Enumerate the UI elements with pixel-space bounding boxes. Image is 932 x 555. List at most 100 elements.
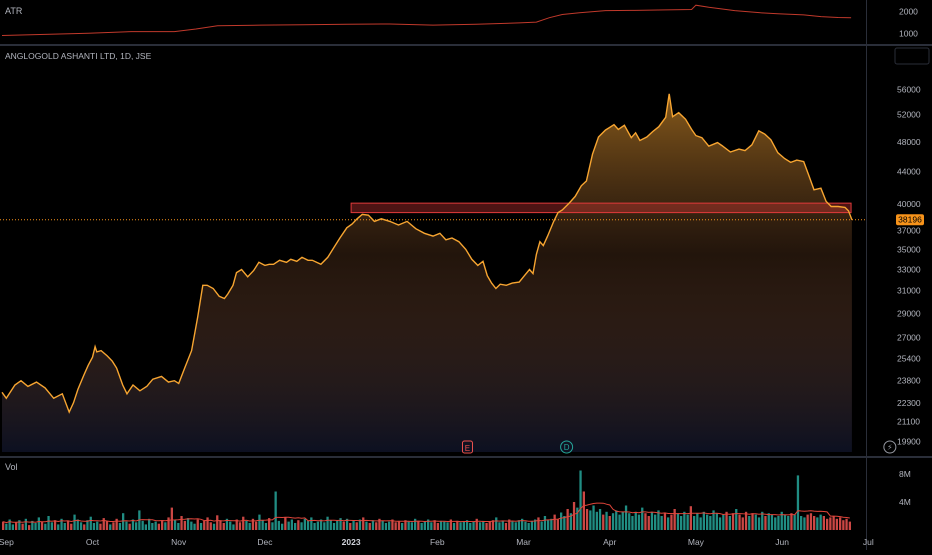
volume-bar: [514, 522, 517, 530]
volume-bar: [401, 523, 404, 530]
price-tick-label: 31000: [897, 286, 921, 296]
volume-bar: [449, 519, 452, 530]
volume-bar: [676, 513, 680, 530]
volume-bar: [504, 523, 508, 530]
time-axis-label: Oct: [86, 537, 100, 547]
volume-bar: [92, 523, 96, 530]
volume-bar: [741, 517, 744, 530]
volume-bar: [712, 510, 715, 530]
news-marker-label: ⚡: [887, 443, 893, 452]
volume-bar: [180, 516, 183, 530]
volume-bar: [475, 518, 478, 530]
volume-bar: [443, 521, 446, 530]
volume-bar: [255, 521, 258, 530]
volume-bar: [641, 507, 644, 530]
volume-bar: [579, 470, 582, 530]
volume-bar: [128, 523, 131, 530]
atr-tick-label: 1000: [899, 28, 918, 38]
price-tick-label: 37000: [897, 226, 921, 236]
volume-bar: [696, 513, 699, 530]
volume-tick-label: 8M: [899, 469, 911, 479]
volume-bar: [157, 523, 160, 530]
volume-bar: [362, 517, 365, 530]
volume-bar: [135, 522, 138, 530]
volume-bar: [472, 521, 475, 530]
volume-bar: [673, 509, 676, 530]
volume-bar: [550, 518, 553, 530]
volume-bar: [365, 521, 368, 530]
volume-bar: [777, 516, 780, 530]
volume-bar: [826, 518, 829, 530]
volume-bar: [313, 523, 316, 530]
volume-bar: [388, 521, 391, 530]
volume-bar: [547, 520, 550, 530]
volume-bar: [589, 510, 592, 530]
volume-bar: [57, 524, 60, 530]
volume-bar: [647, 516, 650, 530]
volume-bar: [287, 521, 290, 530]
volume-bar: [277, 520, 280, 530]
price-tick-label: 21100: [897, 417, 920, 427]
volume-bar: [417, 520, 420, 530]
time-axis-label: Nov: [171, 537, 187, 547]
time-axis: Sep Oct Nov Dec 2023 Feb Mar Apr May Jun Jul: [0, 537, 874, 547]
volume-bar: [294, 523, 297, 530]
volume-bar: [37, 517, 40, 530]
volume-bar: [693, 516, 696, 530]
volume-bar: [774, 517, 777, 530]
volume-bar: [511, 521, 514, 530]
volume-bar: [764, 516, 767, 530]
volume-bar: [268, 518, 271, 530]
price-area-fill: [2, 93, 852, 453]
time-axis-label: May: [688, 537, 705, 547]
volume-bar: [689, 506, 692, 530]
volume-bar: [621, 511, 624, 530]
volume-bar: [109, 524, 112, 530]
volume-bar: [199, 523, 203, 530]
volume-bar: [699, 517, 702, 530]
volume-bar: [738, 514, 741, 530]
time-axis-label: Sep: [0, 537, 14, 547]
volume-bar: [5, 523, 8, 530]
volume-bar: [767, 513, 770, 530]
volume-bar: [569, 513, 572, 530]
volume-bar: [543, 516, 547, 530]
volume-bar: [79, 522, 83, 530]
volume-bar: [806, 514, 809, 530]
price-line[interactable]: [1, 93, 853, 414]
price-tick-label: 56000: [897, 84, 921, 94]
price-tick-label: 35000: [897, 244, 921, 254]
volume-bar: [310, 517, 313, 530]
price-tick-label: 40000: [897, 199, 921, 209]
volume-bar: [251, 518, 255, 530]
event-markers: E D ⚡: [461, 440, 897, 454]
volume-bar: [637, 514, 641, 530]
volume-bar: [787, 516, 790, 530]
volume-bar: [258, 514, 261, 530]
volume-bar: [242, 516, 245, 530]
volume-bars: [2, 470, 851, 530]
volume-bar: [683, 511, 686, 530]
volume-bar: [436, 523, 439, 530]
volume-bar: [316, 521, 319, 530]
price-tick-label: 44000: [897, 167, 921, 177]
volume-bar: [122, 513, 125, 530]
volume-bar: [605, 511, 608, 530]
volume-bar: [394, 522, 397, 530]
volume-bar: [297, 520, 300, 530]
volume-bar: [229, 521, 232, 530]
volume-bar: [170, 507, 173, 530]
volume-bar: [530, 520, 534, 530]
volume-bar: [50, 522, 53, 530]
volume-bar: [105, 520, 109, 530]
volume-bar: [556, 519, 559, 530]
volume-bar: [608, 516, 611, 530]
volume-bar: [722, 514, 725, 530]
volume-bar: [793, 514, 796, 530]
price-tick-label: 27000: [897, 333, 921, 343]
volume-bar: [754, 514, 757, 530]
volume-bar: [154, 521, 157, 530]
volume-bar: [332, 523, 336, 530]
